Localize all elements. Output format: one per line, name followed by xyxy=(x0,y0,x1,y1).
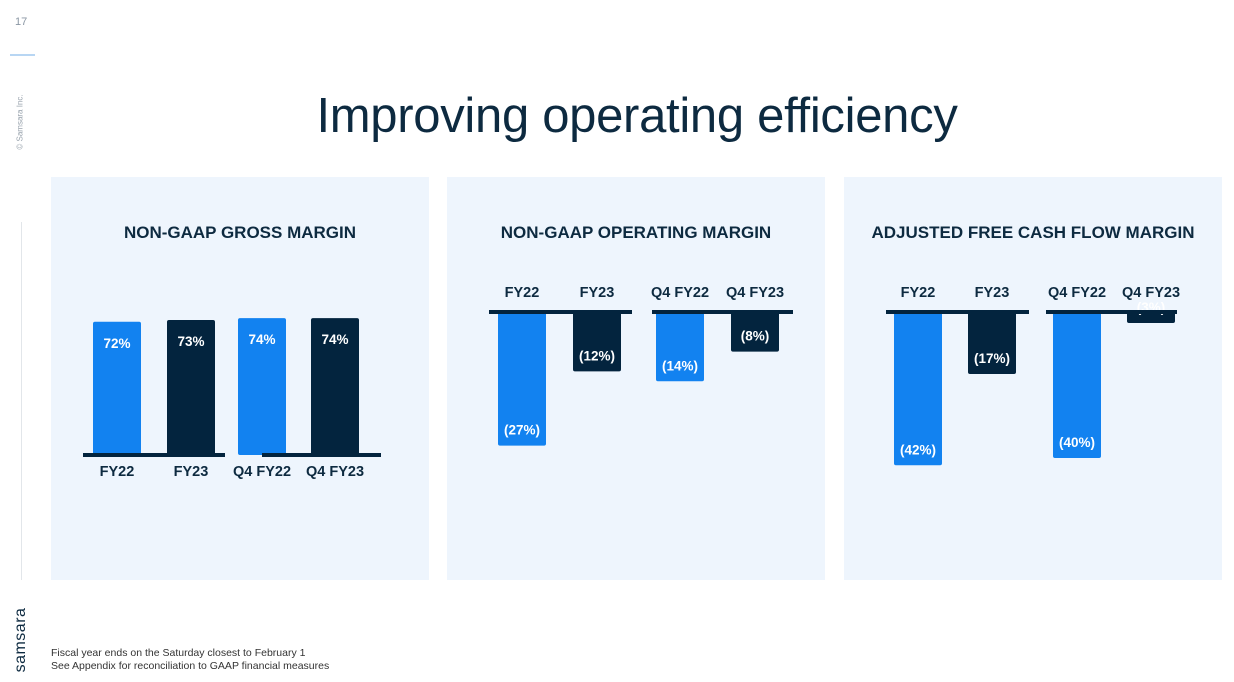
data-label-fy22: (27%) xyxy=(504,423,540,438)
bar-q4-fy23 xyxy=(311,318,359,455)
fcf-margin-panel: ADJUSTED FREE CASH FLOW MARGIN (42%) FY22… xyxy=(844,177,1222,580)
axis-baseline-annual xyxy=(886,310,1029,314)
fcf-margin-title: ADJUSTED FREE CASH FLOW MARGIN xyxy=(871,223,1195,242)
footnote-fiscal-year: Fiscal year ends on the Saturday closest… xyxy=(51,647,306,659)
fcf-margin-chart: (42%)FY22(17%)FY23(40%)Q4 FY22(3%)Q4 FY2… xyxy=(886,285,1180,466)
data-label-fy23: 73% xyxy=(177,334,204,349)
bar-q4-fy22 xyxy=(656,312,704,382)
operating-margin-title: NON-GAAP OPERATING MARGIN xyxy=(500,223,772,242)
data-label-fy23: (17%) xyxy=(974,351,1010,366)
bar-fy22 xyxy=(93,321,141,455)
page-title: Improving operating efficiency xyxy=(316,89,958,143)
sidebar-divider xyxy=(21,222,22,580)
page-number: 17 xyxy=(15,16,28,28)
data-label-q4-fy22: (14%) xyxy=(662,358,698,373)
category-label-fy23: FY23 xyxy=(975,285,1010,301)
category-label-q4-fy23: Q4 FY23 xyxy=(726,285,784,301)
samsara-logo: samsara xyxy=(12,607,29,673)
data-label-q4-fy22: (40%) xyxy=(1059,435,1095,450)
footnote-appendix: See Appendix for reconciliation to GAAP … xyxy=(51,660,330,672)
bar-q4-fy22 xyxy=(238,318,286,455)
category-label-q4-fy22: Q4 FY22 xyxy=(651,285,709,301)
data-label-q4-fy22: 74% xyxy=(248,332,275,347)
operating-margin-panel: NON-GAAP OPERATING MARGIN (27%) FY22 (12%)… xyxy=(447,177,825,580)
category-label-fy22: FY22 xyxy=(901,285,936,301)
data-label-q4-fy23: (8%) xyxy=(741,329,770,344)
bar-q4-fy23 xyxy=(1127,312,1175,323)
gross-margin-title: NON-GAAP GROSS MARGIN xyxy=(123,223,357,242)
axis-baseline-annual xyxy=(489,310,632,314)
axis-baseline-quarterly xyxy=(652,310,793,314)
bar-fy22 xyxy=(498,312,546,446)
bar-q4-fy23 xyxy=(731,312,779,352)
bar-q4-fy22 xyxy=(1053,312,1101,458)
category-label-q4-fy23: Q4 FY23 xyxy=(1122,285,1180,301)
accent-line xyxy=(10,54,35,56)
data-label-fy22: (42%) xyxy=(900,442,936,457)
bar-fy23 xyxy=(167,319,215,455)
gross-margin-chart: 72% FY22 73% FY23 74% Q4 FY22 74% Q4 FY23 xyxy=(83,318,381,480)
category-label-fy22: FY22 xyxy=(100,464,135,480)
axis-baseline-quarterly xyxy=(262,453,381,457)
category-label-fy23: FY23 xyxy=(174,464,209,480)
bar-fy23 xyxy=(573,312,621,372)
operating-margin-chart: (27%) FY22 (12%) FY23 (14%) Q4 FY22 (8%) Q4 FY2… xyxy=(489,285,793,446)
category-label-q4-fy22: Q4 FY22 xyxy=(233,464,291,480)
data-label-fy22: 72% xyxy=(103,336,130,351)
data-label-fy23: (12%) xyxy=(579,348,615,363)
category-label-fy22: FY22 xyxy=(505,285,540,301)
bar-fy22 xyxy=(894,312,942,466)
axis-baseline-annual xyxy=(83,453,225,457)
category-label-q4-fy23: Q4 FY23 xyxy=(306,464,364,480)
footnotes: Fiscal year ends on the Saturday closest… xyxy=(51,647,329,673)
category-label-q4-fy22: Q4 FY22 xyxy=(1048,285,1106,301)
category-label-fy23: FY23 xyxy=(580,285,615,301)
bar-fy23 xyxy=(968,312,1016,375)
gross-margin-panel: NON-GAAP GROSS MARGIN 72% FY22 73% FY23 74% Q… xyxy=(51,177,429,580)
axis-baseline-quarterly xyxy=(1046,310,1177,314)
data-label-q4-fy23: 74% xyxy=(321,332,348,347)
